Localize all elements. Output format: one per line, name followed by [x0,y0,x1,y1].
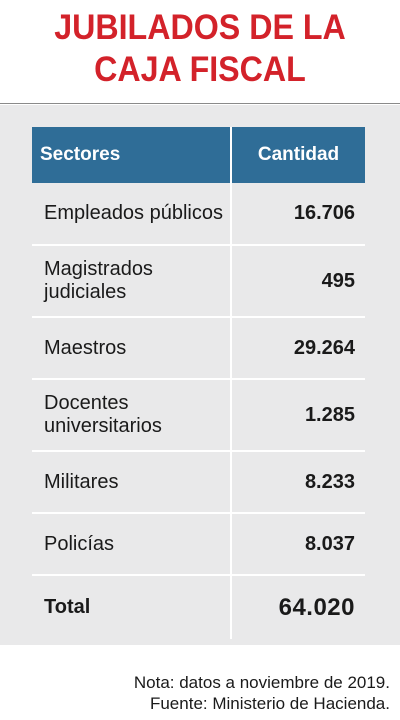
row-quantity-value: 1.285 [230,379,365,452]
row-sector-label: Maestros [32,317,231,380]
footnotes: Nota: datos a noviembre de 2019. Fuente:… [134,672,390,714]
header-sectores: Sectores [32,127,231,183]
title-block: JUBILADOS DE LA CAJA FISCAL [0,0,400,104]
row-sector-label: Policías [32,513,231,576]
table-row: Policías 8.037 [32,513,365,576]
table-row: Militares 8.233 [32,451,365,514]
table-panel: Sectores Cantidad Empleados públicos 16.… [0,105,400,645]
table-row: Empleados públicos 16.706 [32,183,365,246]
header-cantidad: Cantidad [230,127,365,183]
table-row: Docentes universitarios 1.285 [32,379,365,452]
source-text: Fuente: Ministerio de Hacienda. [149,694,390,713]
row-quantity-value: 495 [230,245,365,318]
note-text: Nota: datos a noviembre de 2019. [133,673,390,692]
row-sector-label: Militares [32,451,231,514]
total-value: 64.020 [230,575,365,639]
table-header-row: Sectores Cantidad [32,127,365,183]
total-label: Total [44,596,91,618]
row-quantity-value: 16.706 [230,183,365,246]
page-title-line-2: CAJA FISCAL [94,50,306,89]
table-total-row: Total 64.020 [32,575,365,639]
row-sector-label: Docentes universitarios [32,379,231,452]
row-quantity-value: 8.233 [230,451,365,514]
row-quantity-value: 29.264 [230,317,365,380]
row-sector-label: Magistrados judiciales [32,245,231,318]
page-title-line-1: JUBILADOS DE LA [54,8,346,47]
row-quantity-value: 8.037 [230,513,365,576]
table-row: Maestros 29.264 [32,317,365,380]
data-table: Sectores Cantidad Empleados públicos 16.… [32,127,365,639]
table-row: Magistrados judiciales 495 [32,245,365,318]
row-sector-label: Empleados públicos [32,183,231,246]
